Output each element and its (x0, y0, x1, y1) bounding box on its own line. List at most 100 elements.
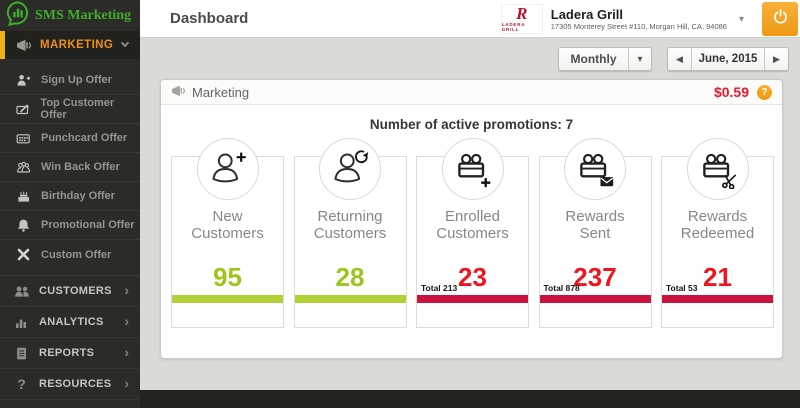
sidebar-item-custom-offer[interactable]: Custom Offer (0, 240, 140, 269)
period-dropdown-value: Monthly (570, 52, 617, 66)
brand-name: SMS Marketing (35, 7, 132, 23)
sidebar-item-marketing[interactable]: MARKETING (0, 31, 140, 59)
sidebar-item-label: Top Customer Offer (40, 97, 115, 121)
card-label: Returning Customers (313, 208, 387, 242)
merchant-logo-initial: R (516, 4, 528, 23)
bell-icon (15, 218, 32, 233)
sidebar-item-top-customer-offer[interactable]: Top Customer Offer (0, 95, 140, 124)
user-plus-icon (15, 73, 32, 88)
card-accent-bar (294, 295, 406, 303)
merchant-name: Ladera Grill (550, 6, 623, 22)
sidebar-item-punchcard-offer[interactable]: Punchcard Offer (0, 124, 140, 153)
content-area: Monthly ▾ ◀ June, 2015 ▶ Marketing $0.59 (140, 38, 800, 390)
gift-scissors-icon (686, 138, 749, 200)
chevron-right-icon: › (124, 313, 129, 329)
marketing-submenu: Sign Up Offer Top Customer Offer (0, 66, 140, 269)
user-plus-icon (196, 138, 259, 200)
card-label: Rewards Redeemed (680, 208, 755, 242)
card-accent-bar (662, 295, 773, 303)
sidebar-item-customers[interactable]: CUSTOMERS › (0, 276, 140, 307)
sidebar-item-label: CUSTOMERS (39, 285, 112, 297)
card-value: 23 (458, 262, 487, 292)
next-month-button[interactable]: ▶ (764, 48, 788, 70)
ticket-pencil-icon (15, 102, 31, 117)
sidebar-item-reports[interactable]: REPORTS › (0, 338, 140, 369)
bar-chart-icon (13, 315, 30, 330)
sidebar: SMS Marketing MARKETING Sign Up Offer (0, 0, 140, 408)
help-icon[interactable]: ? (757, 84, 772, 100)
sidebar-item-promotional-offer[interactable]: Promotional Offer (0, 211, 140, 240)
card-accent-bar (539, 295, 651, 303)
sidebar-item-label: Punchcard Offer (41, 132, 128, 144)
panel-header: Marketing $0.59 ? (161, 80, 782, 105)
chevron-right-icon: › (124, 375, 129, 391)
caret-down-icon[interactable]: ▾ (628, 48, 651, 70)
panel-title-text: Marketing (192, 84, 250, 100)
marketing-panel: Marketing $0.59 ? Number of active promo… (160, 79, 783, 359)
question-icon: ? (13, 377, 30, 392)
card-value: 237 (573, 262, 617, 292)
card-rewards-sent: Rewards Sent 237 Total 878 (538, 138, 652, 328)
megaphone-icon (171, 85, 186, 100)
card-accent-bar (417, 295, 528, 303)
sidebar-item-label: Win Back Offer (41, 161, 120, 173)
card-label: Enrolled Customers (436, 208, 509, 242)
merchant-logo: R LADERA GRILL (500, 4, 543, 34)
cake-icon (15, 189, 32, 204)
svg-text:?: ? (17, 377, 26, 392)
power-icon (772, 8, 789, 30)
month-label: June, 2015 (698, 53, 758, 65)
sidebar-item-label: Custom Offer (41, 248, 112, 261)
panel-title: Marketing (171, 85, 249, 100)
sidebar-item-label: Birthday Offer (41, 190, 115, 202)
sidebar-item-label: REPORTS (39, 347, 95, 359)
merchant-logo-caption: LADERA GRILL (501, 22, 526, 32)
period-dropdown[interactable]: Monthly ▾ (558, 47, 652, 71)
card-total: Total 213 (421, 283, 458, 293)
sidebar-item-sign-up-offer[interactable]: Sign Up Offer (0, 66, 140, 95)
sidebar-item-label: MARKETING (40, 39, 114, 51)
crossed-tools-icon (15, 247, 32, 262)
sidebar-item-win-back-offer[interactable]: Win Back Offer (0, 153, 140, 182)
card-accent-bar (172, 295, 283, 303)
card-label: Rewards Sent (565, 208, 625, 242)
sidebar-sections: CUSTOMERS › ANALYTICS › REPORTS (0, 275, 140, 400)
card-label: New Customers (191, 208, 264, 242)
month-navigator: ◀ June, 2015 ▶ (667, 47, 789, 71)
card-total: Total 878 (543, 283, 580, 293)
sidebar-item-resources[interactable]: ? RESOURCES › (0, 369, 140, 400)
panel-header-right: $0.59 ? (714, 84, 772, 100)
sidebar-item-label: ANALYTICS (39, 316, 104, 328)
report-icon (13, 346, 30, 361)
card-value: 28 (335, 262, 365, 292)
metric-cards: New Customers 95 Returning Customers 28 (171, 138, 774, 328)
sidebar-item-label: Promotional Offer (41, 219, 135, 231)
sidebar-item-birthday-offer[interactable]: Birthday Offer (0, 182, 140, 211)
active-promotions-text: Number of active promotions: 7 (369, 117, 574, 132)
logout-power-button[interactable] (762, 2, 798, 36)
chevron-down-icon (120, 38, 130, 48)
sidebar-item-label: RESOURCES (39, 378, 112, 390)
gift-plus-icon (441, 138, 504, 200)
card-value: 95 (213, 262, 242, 292)
brand-logo: SMS Marketing (0, 0, 140, 31)
cost-value: $0.59 (713, 84, 749, 100)
merchant-info: Ladera Grill 17305 Monterey Street #110,… (550, 6, 727, 31)
merchant-selector[interactable]: R LADERA GRILL Ladera Grill 17305 Monter… (500, 3, 744, 35)
card-returning-customers: Returning Customers 28 (293, 138, 407, 328)
people-group-icon (15, 160, 32, 175)
card-total: Total 53 (666, 283, 698, 293)
chat-bubble-bars-icon (5, 0, 31, 31)
gift-envelope-icon (564, 138, 626, 200)
page-title: Dashboard (170, 10, 249, 27)
megaphone-icon (15, 39, 32, 52)
user-returning-icon (319, 138, 381, 200)
users-icon (13, 284, 30, 299)
card-value: 21 (703, 262, 732, 292)
sidebar-item-analytics[interactable]: ANALYTICS › (0, 307, 140, 338)
merchant-address: 17305 Monterey Street #110, Morgan Hill,… (550, 21, 727, 31)
prev-month-button[interactable]: ◀ (668, 48, 692, 70)
sidebar-item-label: Sign Up Offer (41, 74, 112, 86)
punchcard-icon (15, 131, 32, 146)
chevron-right-icon: › (124, 282, 129, 298)
